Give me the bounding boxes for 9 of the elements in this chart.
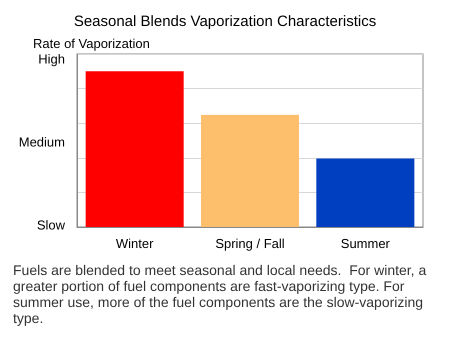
chart-title: Seasonal Blends Vaporization Characteristics bbox=[74, 13, 376, 30]
y-axis-title: Rate of Vaporization bbox=[33, 36, 150, 51]
x-tick-label: Winter bbox=[116, 236, 154, 251]
text: Medium bbox=[18, 134, 65, 150]
x-tick-label: Spring / Fall bbox=[215, 236, 285, 251]
text: Fuels are blended to meet seasonal and local needs. For winter, a greater portion of fuel components are fast-vaporizing type. For summer use, more of the fuel components are the slow-vaporizing type. bbox=[13, 262, 430, 326]
x-tick-label: Summer bbox=[340, 236, 391, 251]
text: High bbox=[38, 52, 65, 66]
text: Slow bbox=[36, 218, 66, 232]
